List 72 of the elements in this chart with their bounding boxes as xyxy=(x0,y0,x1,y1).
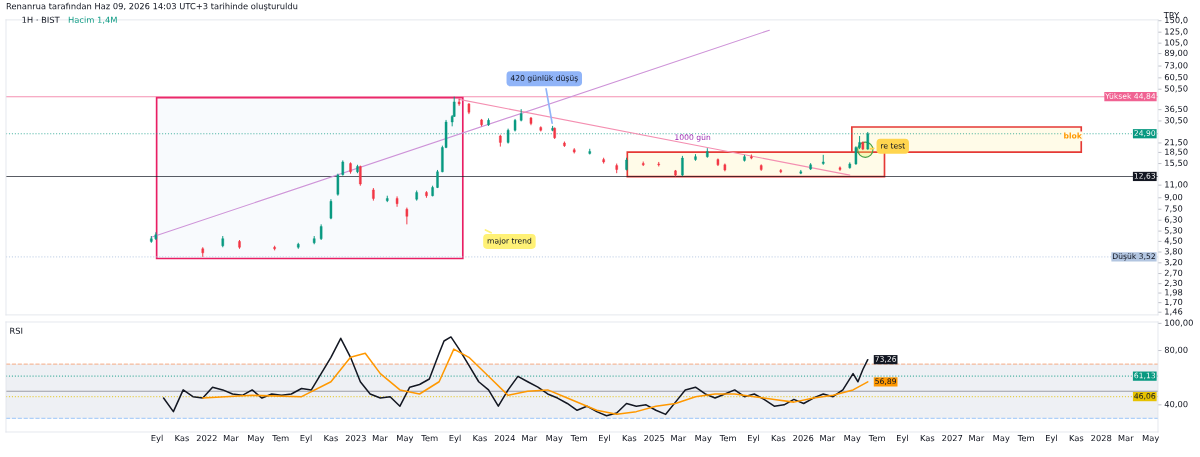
y-tick-label: 6,30 xyxy=(1164,216,1183,224)
y-tick-label: 100,00 xyxy=(1165,319,1193,327)
x-tick-label: May xyxy=(397,435,414,443)
x-tick-label: Tem xyxy=(719,435,736,442)
y-tick-label: 30,50 xyxy=(1164,117,1188,125)
y-tick-label: 73,00 xyxy=(1164,62,1188,70)
x-tick-label: Eyl xyxy=(599,434,610,443)
x-tick-label: Eyl xyxy=(897,434,908,443)
x-tick-label: Eyl xyxy=(748,434,759,443)
x-tick-label: Eyl xyxy=(449,434,461,443)
x-tick-label: Tem xyxy=(570,435,587,442)
x-tick-label: 2025 xyxy=(644,434,665,442)
x-tick-label: Kas xyxy=(1069,435,1084,442)
y-tick-label: 40,00 xyxy=(1164,400,1188,409)
x-tick-label: Tem xyxy=(421,435,438,442)
x-tick-label: Mar xyxy=(522,435,538,442)
y-tick-label: 105,0 xyxy=(1165,39,1188,47)
x-tick-label: Eyl xyxy=(1046,434,1057,443)
y-tick-label: 3,20 xyxy=(1164,258,1183,267)
y-tick-label: 125,0 xyxy=(1165,28,1188,36)
y-tick-label: 1,98 xyxy=(1165,289,1183,297)
x-tick-label: Kas xyxy=(920,435,935,442)
y-tick-label: 21,50 xyxy=(1164,139,1188,147)
x-tick-label: 2024 xyxy=(494,434,515,442)
x-tick-label: May xyxy=(248,435,265,443)
y-tick-label: 80,00 xyxy=(1164,346,1188,354)
text: Renanrua tarafından Haz 09, 2026 14:03 UTC+3 tarihinde oluşturuldu xyxy=(6,2,298,11)
text: RSI xyxy=(10,327,23,334)
x-tick-label: May xyxy=(844,435,861,443)
x-tick-label: Tem xyxy=(868,435,885,442)
chart-subtitle: Hacim 1,4M xyxy=(68,16,117,24)
x-tick-label: 2027 xyxy=(942,434,963,442)
y-tick-label: 2,70 xyxy=(1164,269,1183,277)
x-tick-label: 2026 xyxy=(793,434,814,442)
x-tick-label: May xyxy=(1142,435,1160,443)
x-tick-label: Mar xyxy=(671,435,687,442)
x-tick-label: Kas xyxy=(771,435,786,442)
x-tick-label: Tem xyxy=(1017,435,1034,442)
x-tick-label: Tem xyxy=(272,435,289,442)
x-tick-label: Kas xyxy=(473,435,487,442)
x-tick-label: May xyxy=(546,435,563,443)
x-tick-label: Mar xyxy=(372,435,388,442)
y-tick-label: 4,50 xyxy=(1164,237,1183,245)
x-tick-label: 2022 xyxy=(196,434,217,442)
x-tick-label: Mar xyxy=(969,435,985,442)
x-tick-label: 2023 xyxy=(345,434,366,442)
y-tick-label: 7,50 xyxy=(1164,205,1183,213)
x-tick-label: May xyxy=(993,435,1010,443)
x-tick-label: Kas xyxy=(622,435,637,442)
x-tick-label: Eyl xyxy=(300,434,312,443)
y-tick-label: 11,00 xyxy=(1165,181,1188,189)
x-tick-label: Kas xyxy=(324,435,338,442)
y-tick-label: 3,80 xyxy=(1164,248,1183,256)
x-tick-label: Kas xyxy=(175,435,189,442)
y-tick-label: 15,50 xyxy=(1165,159,1188,167)
y-tick-label: 18,50 xyxy=(1165,148,1188,156)
x-tick-label: May xyxy=(695,435,712,443)
y-tick-label: 9,00 xyxy=(1164,193,1183,202)
x-tick-label: Mar xyxy=(820,435,836,442)
x-tick-label: Mar xyxy=(1118,435,1134,442)
y-tick-label: 36,50 xyxy=(1164,105,1188,113)
y-tick-label: 1,46 xyxy=(1165,308,1183,316)
y-tick-label: 50,50 xyxy=(1164,85,1188,93)
y-tick-label: 89,00 xyxy=(1164,49,1188,57)
x-tick-label: Eyl xyxy=(151,434,163,443)
chart-title: 1H · BIST xyxy=(22,16,60,23)
x-tick-label: 2028 xyxy=(1091,434,1112,442)
y-tick-label: 5,30 xyxy=(1164,227,1183,235)
x-tick-label: Mar xyxy=(223,435,239,442)
y-tick-label: 60,50 xyxy=(1164,73,1188,82)
y-tick-label: 1,70 xyxy=(1165,298,1183,306)
y-tick-label: 2,30 xyxy=(1164,279,1183,287)
